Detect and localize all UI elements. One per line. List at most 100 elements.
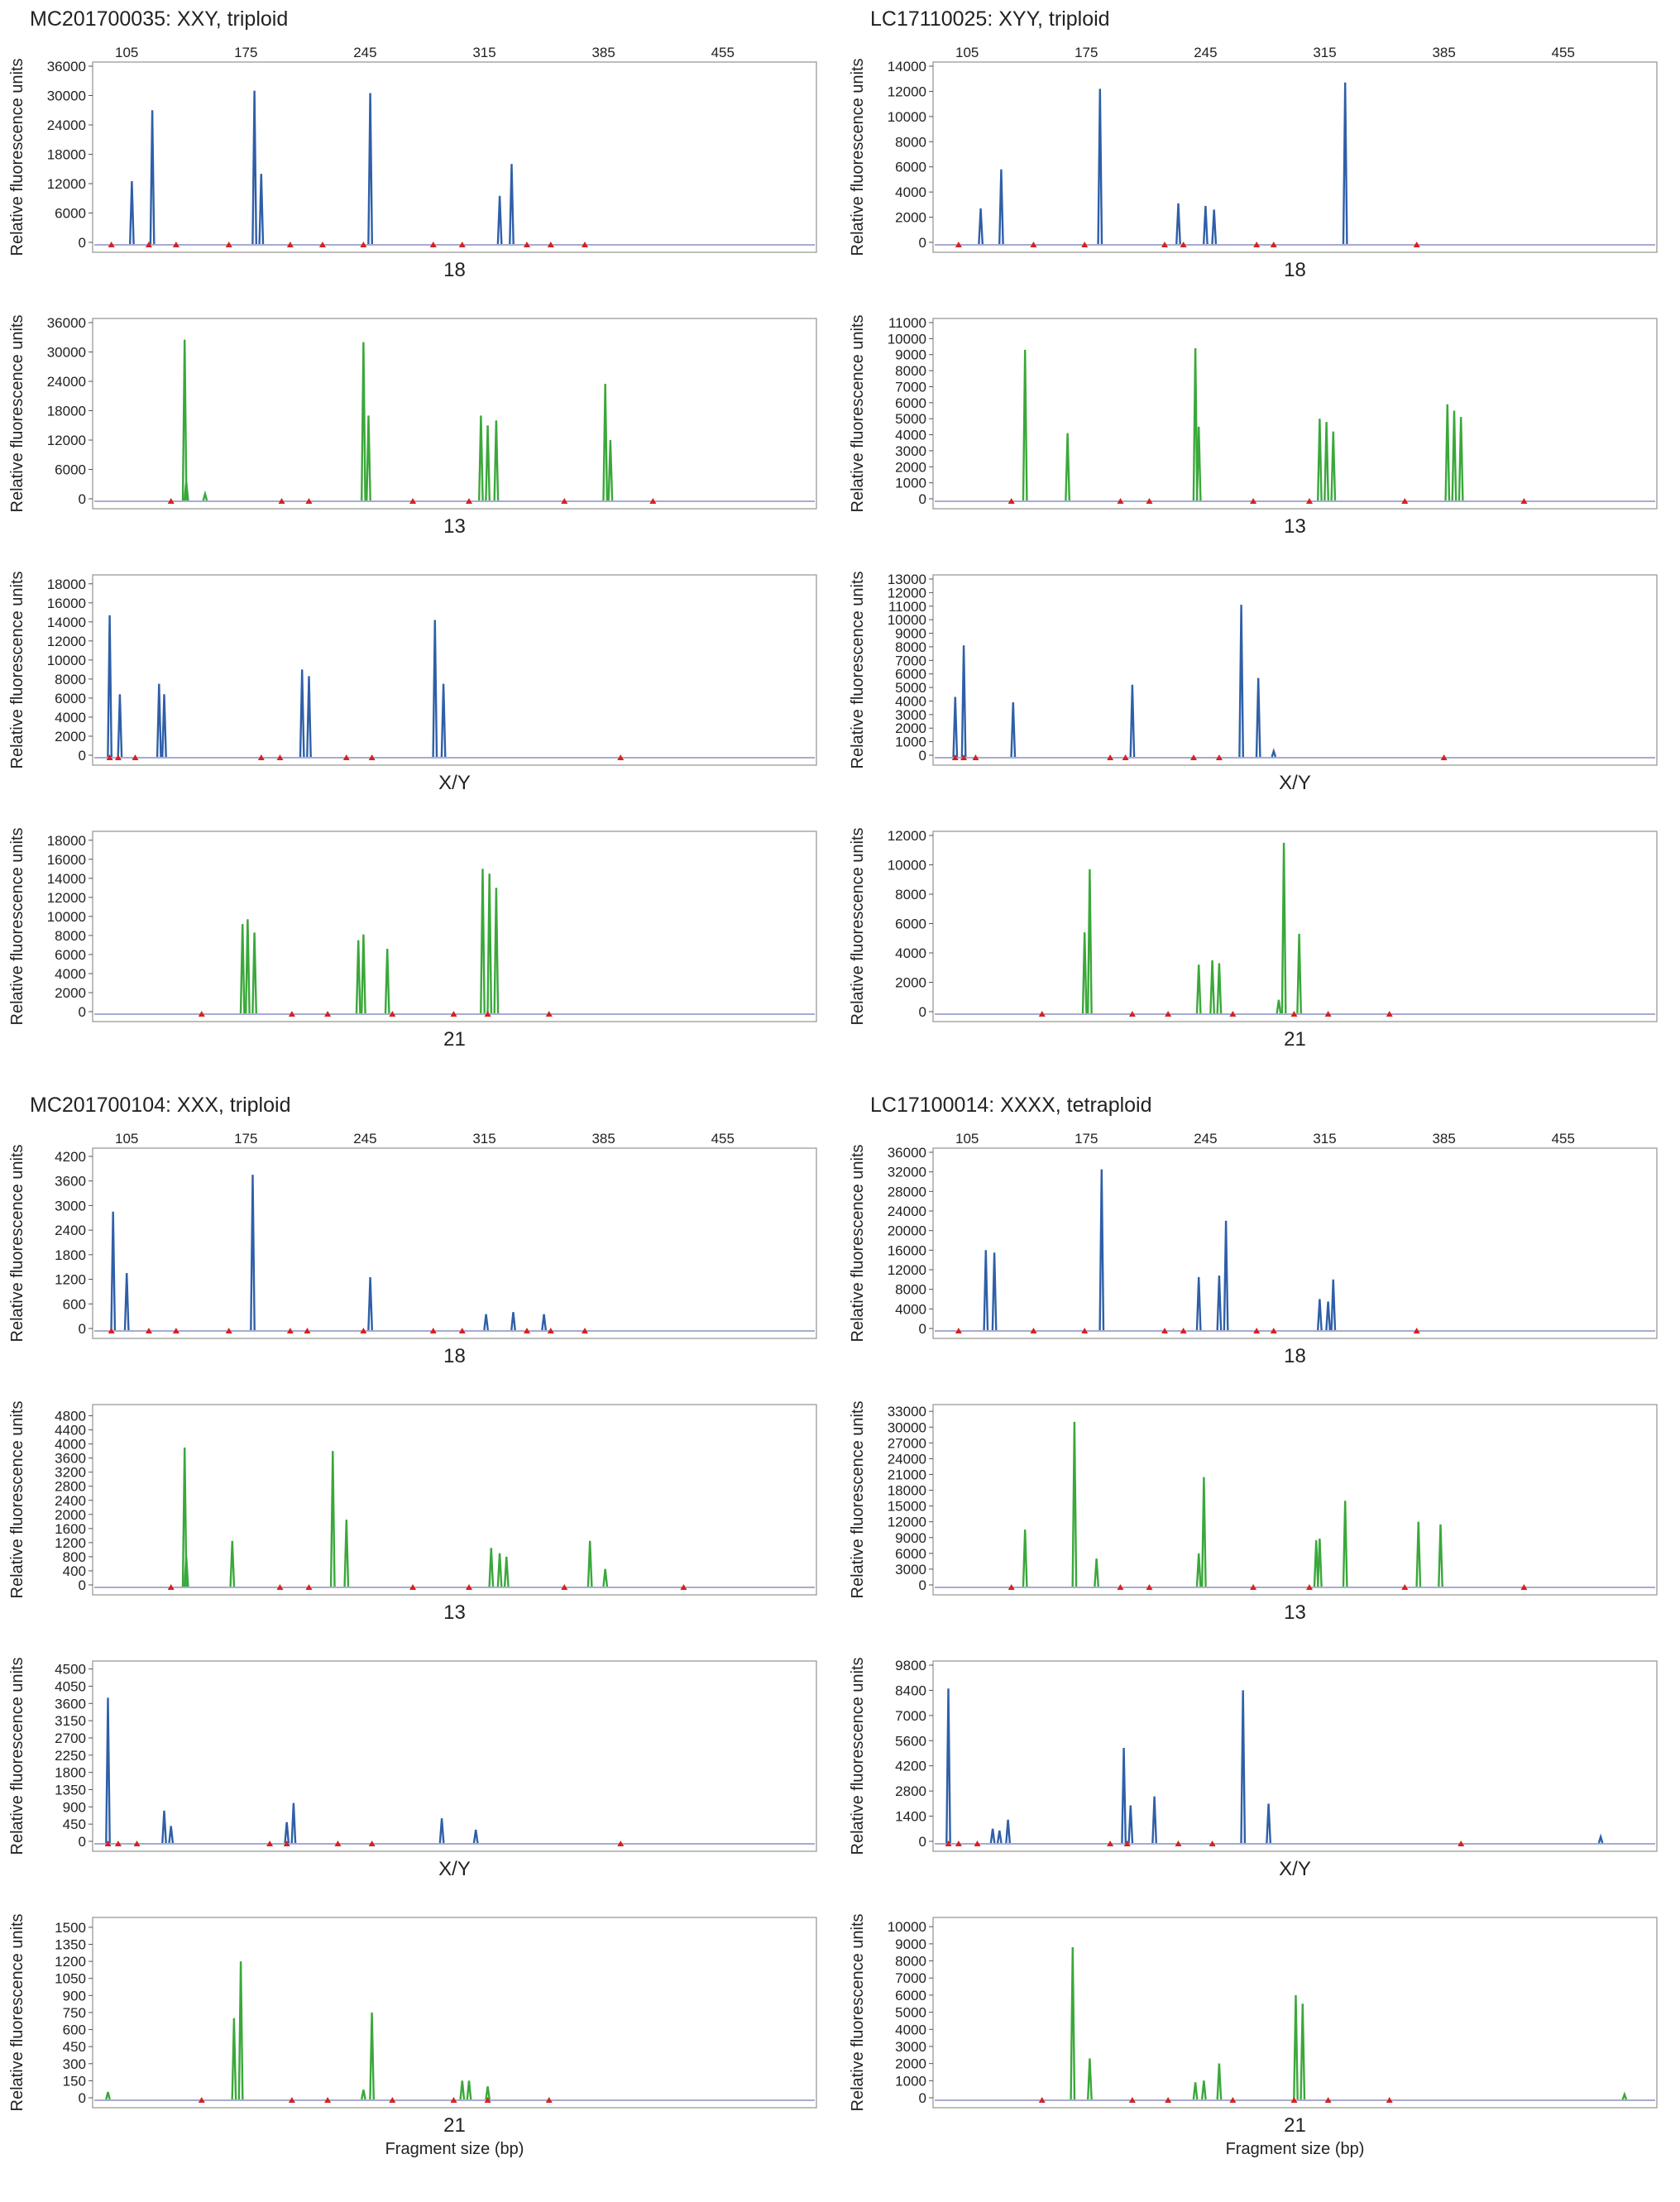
size-marker [198,2097,205,2103]
plot-frame [932,1660,1658,1852]
peak [202,490,208,501]
y-tick-label: 3150 [55,1713,86,1729]
y-tick-label: 33000 [888,1404,926,1419]
peak [366,415,371,501]
panel-chr-13: 0100020003000400050006000700080009000100… [849,314,1658,538]
size-marker [1306,498,1313,504]
size-marker [1520,1584,1528,1590]
peak [493,888,500,1014]
x-tick-label: 385 [591,1131,615,1146]
y-tick-label: 6000 [55,947,86,963]
y-tick-label: 6000 [895,160,926,175]
y-tick-label: 0 [919,491,926,507]
peak [1276,999,1282,1014]
x-tick-label: 315 [472,1131,495,1146]
y-tick-label: 9000 [895,1530,926,1546]
peak [1081,932,1088,1014]
y-tick-label: 6000 [55,206,86,222]
size-marker [1386,2097,1393,2103]
y-tick-label: 0 [79,2090,86,2106]
y-tick-label: 1350 [55,1936,86,1952]
chart-group-2: LC17110025: XYY, triploid 105 175 245 315 385… [849,7,1658,1051]
y-tick-label: 4200 [895,1759,926,1774]
peak [996,1830,1003,1844]
size-marker [288,1011,295,1017]
peak [1457,417,1464,501]
y-tick-label: 3600 [55,1451,86,1467]
y-tick-label: 10000 [888,109,926,125]
y-tick-label: 24000 [888,1204,926,1219]
y-tick-label: 0 [79,1834,86,1850]
y-tick-label: 14000 [888,59,926,74]
size-marker [649,498,657,504]
y-tick-label: 4400 [55,1423,86,1438]
peak [329,1451,336,1587]
peak [1071,1421,1078,1587]
plot-frame [932,574,1658,766]
chart-group-1: MC201700035: XXY, triploid 105 175 245 315 38… [8,7,817,1051]
y-tick-label: 2800 [55,1479,86,1495]
chart-title: LC17100014: XXXX, tetraploid [870,1094,1152,1117]
peak [1415,1521,1422,1587]
size-marker [582,242,588,247]
peak [1597,1833,1604,1844]
y-tick-label: 1200 [55,1535,86,1551]
chromosome-label: 21 [1284,2114,1306,2137]
y-tick-label: 4200 [55,1149,86,1165]
size-marker [1209,1841,1216,1846]
peak [183,481,189,501]
size-marker [1440,754,1448,760]
peak [1330,1279,1337,1331]
y-tick-label: 15000 [888,1499,926,1515]
y-tick-label: 10000 [47,653,86,668]
y-tick-label: 12000 [47,433,86,448]
y-tick-label: 36000 [47,59,86,74]
size-marker [1324,2097,1332,2103]
size-marker [1008,498,1015,504]
x-tick-label: 455 [711,1131,735,1146]
y-tick-label: 0 [79,1004,86,1020]
y-tick-label: 5000 [895,680,926,696]
y-tick-label: 800 [63,1549,86,1565]
peak [1087,869,1093,1014]
size-marker [360,242,367,247]
size-marker [974,1841,981,1846]
size-marker [1250,498,1257,504]
peak [1216,1276,1223,1331]
y-axis-label: Relative fluorescence units [849,827,867,1025]
y-tick-label: 30000 [47,89,86,104]
peak [251,90,257,245]
y-axis-label: Relative fluorescence units [8,1657,26,1855]
x-tick-label: 105 [955,45,979,60]
size-marker [547,242,554,247]
panel-chr-18: 0 6000 12000 18000 24000 30000 36000 Relative f… [8,58,817,281]
y-tick-label: 0 [79,491,86,507]
peak [250,1175,256,1331]
x-tick-label: 315 [472,45,495,60]
y-tick-label: 750 [63,2005,86,2021]
chromosome-label: X/Y [1279,1858,1311,1880]
peak [181,339,188,501]
y-tick-label: 900 [63,1988,86,2003]
peak [1151,1796,1157,1844]
peak [480,869,486,1014]
x-tick-label: 175 [234,45,257,60]
size-marker [1290,1011,1298,1017]
plot-frame [932,1404,1658,1596]
size-marker [1122,754,1129,760]
peak [1209,960,1215,1014]
peak [299,669,305,758]
peak [1010,702,1017,758]
peak [1175,203,1181,245]
peak [1195,965,1202,1014]
y-tick-label: 3000 [55,1198,86,1213]
y-tick-label: 6000 [55,462,86,478]
size-marker [225,242,232,247]
y-tick-label: 8000 [895,639,926,655]
size-marker [951,754,959,760]
size-marker [104,1841,112,1846]
size-marker [1161,1328,1168,1333]
peak [1317,1299,1323,1331]
y-tick-label: 1200 [55,1272,86,1288]
